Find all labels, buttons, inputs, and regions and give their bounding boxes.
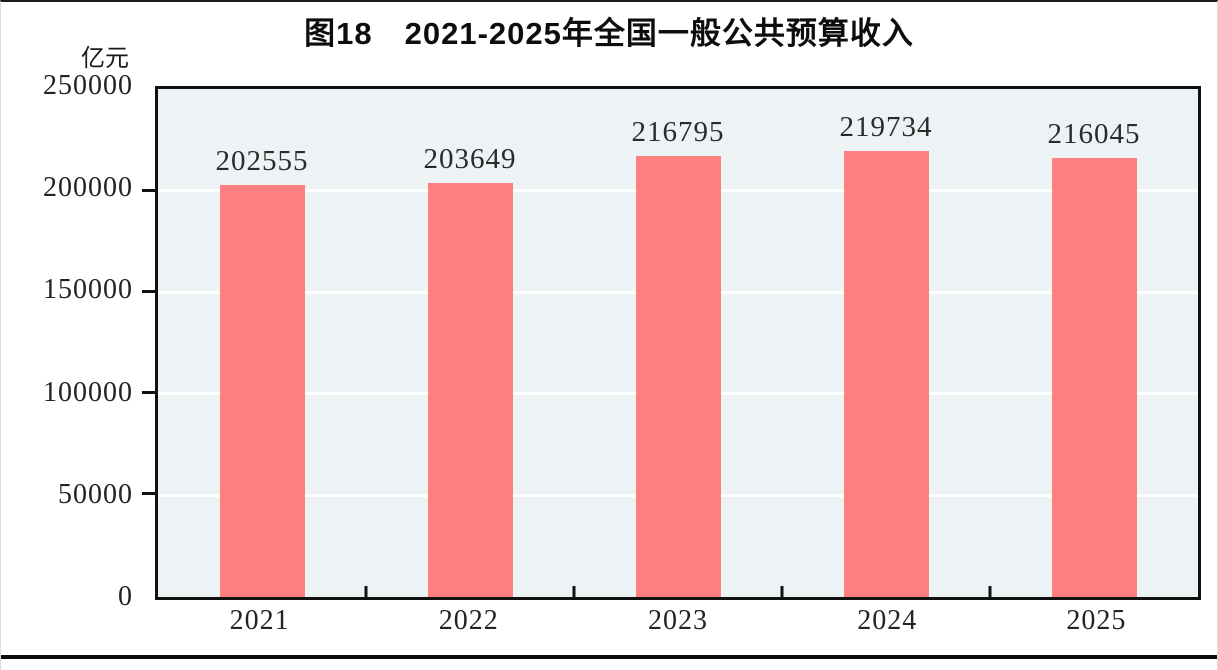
plot-area: 202555 203649 216795 219734 216045	[155, 86, 1201, 600]
y-axis-tick-label: 100000	[43, 376, 133, 408]
x-axis-label: 2023	[648, 605, 708, 636]
bar-value-label: 202555	[215, 145, 309, 178]
bar	[843, 150, 929, 597]
y-axis-tick-label: 150000	[43, 274, 133, 306]
bar	[1051, 158, 1137, 597]
chart-title: 图18 2021-2025年全国一般公共预算收入	[304, 16, 914, 51]
y-axis-tick-label: 0	[118, 581, 133, 612]
bar	[635, 156, 721, 597]
bar	[219, 185, 305, 597]
x-axis-tick-mark	[988, 586, 992, 597]
x-axis-labels: 2021 2022 2023 2024 2025	[155, 604, 1201, 638]
bar-value-label: 203649	[423, 143, 517, 176]
plot-inner: 202555 203649 216795 219734 216045	[158, 89, 1198, 597]
x-axis-label: 2025	[1066, 605, 1127, 636]
y-axis-tick-label: 50000	[58, 478, 133, 510]
bar-slot: 216795	[574, 89, 782, 597]
bar-value-label: 216795	[631, 116, 725, 149]
y-axis-unit-label: 亿元	[81, 45, 129, 72]
bar-value-label: 216045	[1047, 118, 1141, 150]
x-axis-tick-mark	[572, 586, 576, 597]
bar-slot: 203649	[366, 89, 574, 597]
y-axis-tick-label: 200000	[43, 172, 133, 204]
page-bottom-rule	[1, 655, 1217, 659]
x-axis-label: 2024	[857, 605, 918, 636]
x-axis-tick-mark	[364, 586, 368, 597]
y-axis-tick-label: 250000	[43, 70, 133, 101]
bar-slot: 219734	[782, 89, 990, 597]
y-axis-tick-mark	[142, 188, 155, 192]
y-axis-tick-mark	[142, 390, 155, 394]
bar-slot: 202555	[158, 89, 366, 597]
x-axis-label: 2022	[438, 605, 499, 636]
bars-row: 202555 203649 216795 219734 216045	[158, 89, 1198, 597]
x-axis-label: 2021	[229, 605, 290, 636]
y-axis-tick-labels: 0 50000 100000 150000 200000 250000	[1, 71, 133, 612]
bar	[427, 183, 513, 597]
bar-value-label: 219734	[839, 110, 933, 143]
x-axis-tick-mark	[780, 586, 784, 597]
y-axis-tick-mark	[142, 491, 155, 495]
y-axis-tick-mark	[142, 289, 155, 293]
bar-slot: 216045	[990, 89, 1198, 597]
